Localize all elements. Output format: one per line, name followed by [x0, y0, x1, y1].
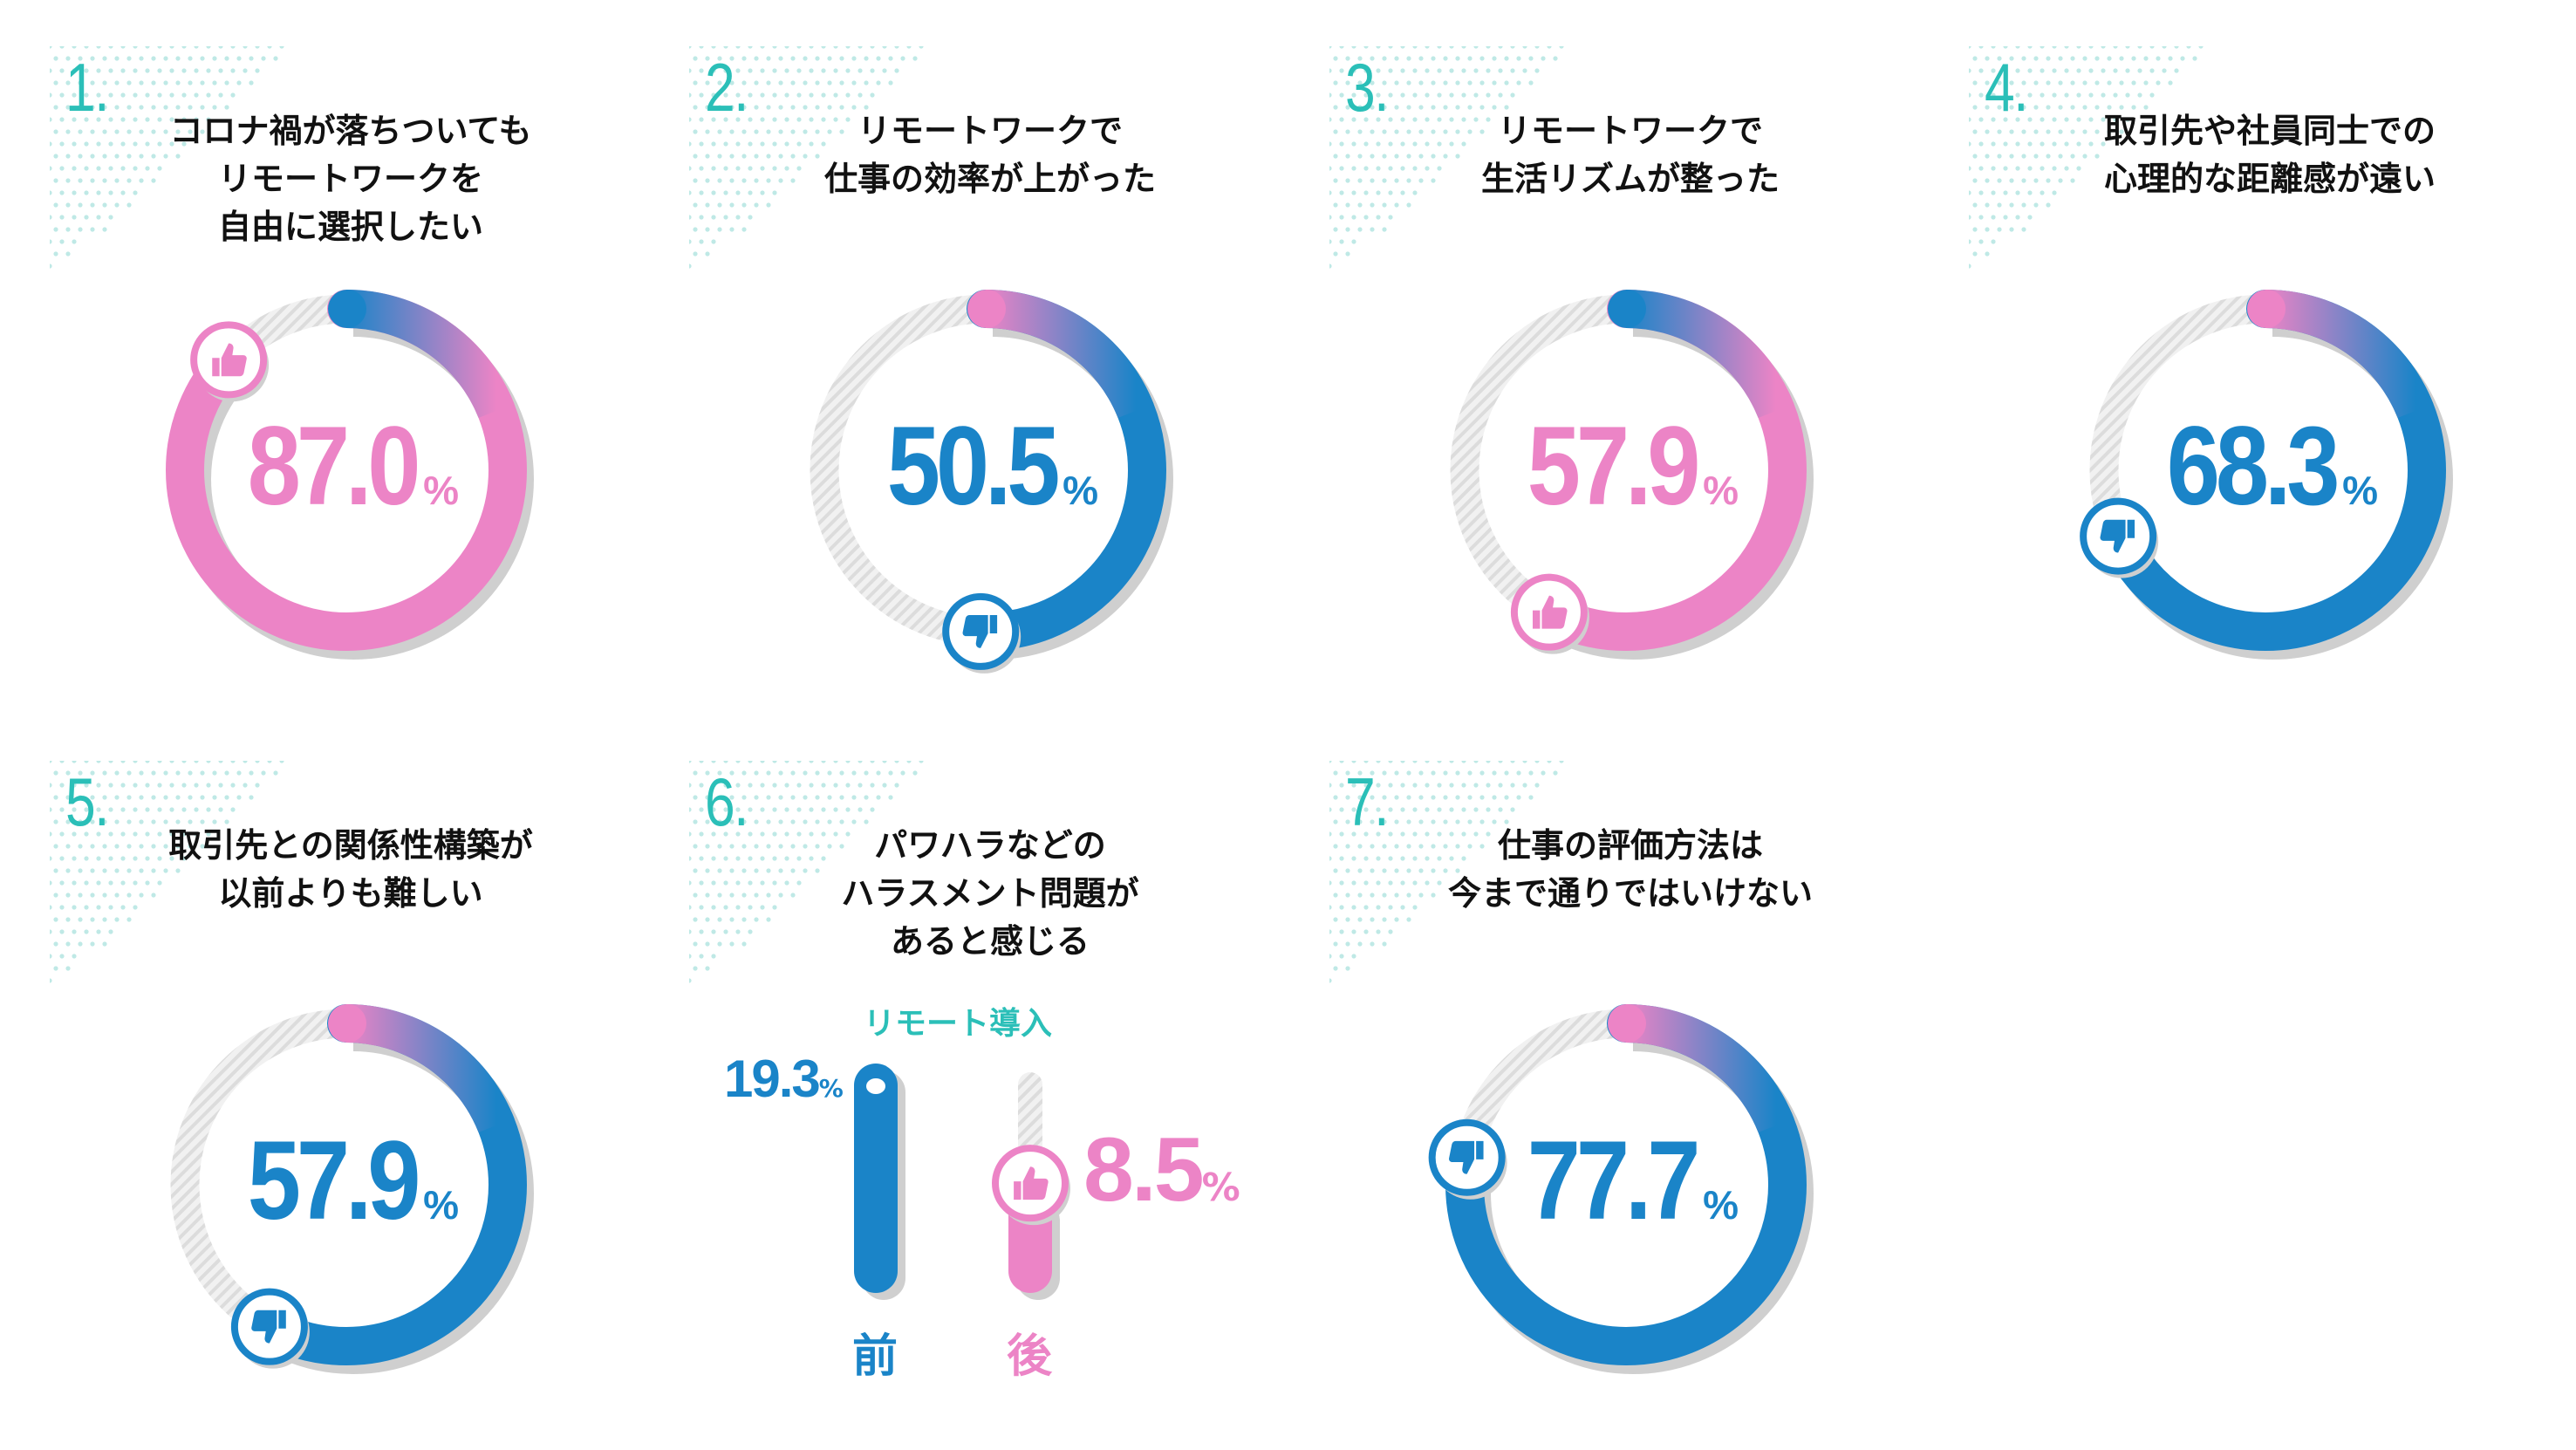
donut-chart [1445, 290, 1814, 660]
category-before: 前 [852, 1330, 899, 1383]
item-number: 7. [1345, 763, 1389, 840]
panel-6: 6. パワハラなどの ハラスメント問題が あると感じる リモート導入 19.3% 8.5% 前… [689, 761, 1329, 1450]
item-title: 取引先との関係性構築が 以前よりも難しい [50, 822, 652, 918]
thumbs-up-icon [1532, 595, 1568, 629]
dot-pattern [689, 761, 924, 983]
percent-value: 87.0 [247, 404, 421, 529]
item-title: リモートワークで 仕事の効率が上がった [689, 107, 1291, 203]
donut-arc-start [328, 1004, 366, 1043]
donut-arc-gradient [985, 290, 1154, 419]
percent-unit: % [423, 1182, 460, 1228]
percent-unit: % [2342, 468, 2379, 513]
panel-2: 2. リモートワークで 仕事の効率が上がった 50.5% [689, 46, 1329, 735]
panel-1: 1. コロナ禍が落ちついても リモートワークを 自由に選択したい 87.0% [50, 46, 689, 735]
panel-7: 7. 仕事の評価方法は 今まで通りではいけない 77.7% [1329, 761, 1969, 1450]
donut-arc-start [1608, 1004, 1646, 1043]
item-title: 取引先や社員同士での 心理的な距離感が遠い [1969, 107, 2571, 203]
dot-pattern [1329, 46, 1564, 269]
thumbs-down-icon [962, 615, 998, 648]
title-line: 仕事の評価方法は [1497, 826, 1763, 865]
title-line: ハラスメント問題が [841, 874, 1139, 913]
donut-arc-gradient [345, 1004, 515, 1133]
bar-cap-dot [866, 1078, 885, 1094]
donut-chart [166, 1004, 534, 1374]
percent-value: 77.7 [1527, 1118, 1701, 1243]
thumbs-up-icon [212, 343, 247, 377]
title-line: 自由に選択したい [217, 208, 483, 246]
percent-unit: % [1063, 468, 1099, 513]
title-line: パワハラなどの [874, 826, 1106, 865]
title-line: 心理的な距離感が遠い [2103, 160, 2436, 198]
percent-unit: % [1703, 1182, 1739, 1228]
bar-chart [854, 1064, 1070, 1300]
percent-value: 50.5 [886, 404, 1061, 529]
category-after: 後 [1007, 1330, 1053, 1383]
percent-label: 50.5% [689, 402, 1282, 530]
panel-3: 3. リモートワークで 生活リズムが整った 57.9% [1329, 46, 1969, 735]
title-line: 以前よりも難しい [218, 874, 483, 913]
dot-pattern [50, 761, 284, 983]
percent-unit: % [1703, 468, 1739, 513]
title-line: リモートワークで [857, 112, 1123, 150]
item-number: 1. [65, 49, 109, 126]
title-line: 生活リズムが整った [1480, 160, 1780, 198]
item-number: 5. [65, 763, 109, 840]
title-line: コロナ禍が落ちついても [169, 112, 532, 150]
title-line: 今まで通りではいけない [1447, 874, 1813, 913]
donut-arc-gradient [2265, 290, 2434, 419]
percent-label: 68.3% [1969, 402, 2562, 530]
percent-label: 77.7% [1329, 1117, 1923, 1245]
title-line: 仕事の効率が上がった [823, 160, 1156, 198]
dot-pattern [1969, 46, 2204, 269]
value-after: 8.5 [1083, 1119, 1205, 1221]
donut-chart [2080, 290, 2453, 660]
title-line: リモートワークで [1497, 112, 1763, 150]
dot-pattern [50, 46, 284, 269]
item-number: 3. [1345, 49, 1389, 126]
thumbs-down-icon [1449, 1140, 1484, 1174]
unit-after: % [1201, 1166, 1240, 1210]
percent-label: 57.9% [1329, 402, 1923, 530]
item-title: 仕事の評価方法は今まで通りではいけない [1329, 822, 1931, 918]
donut-arc-start [328, 290, 366, 328]
item-number: 6. [705, 763, 748, 840]
title-line: あると感じる [890, 922, 1090, 961]
panel-4: 4. 取引先や社員同士での 心理的な距離感が遠い 68.3% [1969, 46, 2576, 735]
donut-arc-start [1608, 290, 1646, 328]
item-title: コロナ禍が落ちついても リモートワークを 自由に選択したい [50, 107, 652, 251]
percent-label: 57.9% [50, 1117, 643, 1245]
percent-unit: % [423, 468, 460, 513]
value-label-before: 19.3% [724, 1049, 844, 1109]
donut-chart [1428, 1004, 1814, 1374]
legend-label: リモート導入 [864, 1006, 1053, 1042]
donut-arc-start [2247, 290, 2286, 328]
percent-value: 57.9 [1527, 404, 1701, 529]
title-line: 取引先との関係性構築が [168, 826, 533, 865]
item-title: パワハラなどの ハラスメント問題が あると感じる [689, 822, 1291, 966]
title-line: リモートワークを [217, 160, 483, 198]
title-line: 取引先や社員同士での [2103, 112, 2436, 150]
bar-before [854, 1064, 898, 1293]
unit-before: % [818, 1074, 844, 1103]
thumbs-up-icon [1014, 1166, 1049, 1200]
item-number: 2. [705, 49, 748, 126]
value-before: 19.3 [724, 1050, 821, 1108]
donut-arc-start [967, 290, 1006, 328]
thumbs-down-icon [251, 1310, 286, 1344]
value-label-after: 8.5% [1083, 1118, 1240, 1222]
item-title: リモートワークで 生活リズムが整った [1329, 107, 1931, 203]
donut-chart [166, 290, 534, 660]
percent-label: 87.0% [50, 402, 643, 530]
donut-chart [805, 290, 1173, 674]
panel-5: 5. 取引先との関係性構築が 以前よりも難しい 57.9% [50, 761, 689, 1450]
percent-value: 57.9 [247, 1118, 421, 1243]
dot-pattern [689, 46, 924, 269]
thumbs-down-icon [2100, 519, 2135, 553]
item-number: 4. [1985, 49, 2028, 126]
dot-pattern [1329, 761, 1564, 983]
percent-value: 68.3 [2166, 404, 2340, 529]
donut-arc-gradient [1625, 1004, 1794, 1133]
donut-arc-gradient [345, 290, 515, 419]
donut-arc-gradient [1625, 290, 1794, 419]
